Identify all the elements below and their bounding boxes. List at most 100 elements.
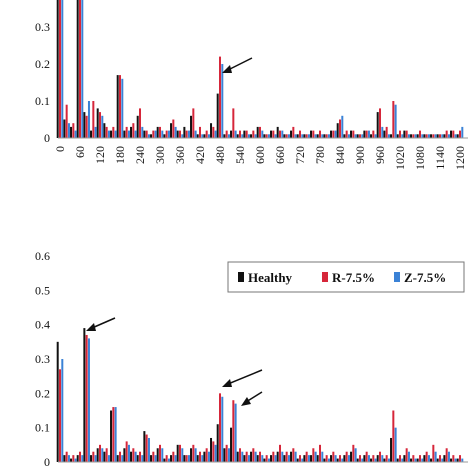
bar xyxy=(194,130,197,138)
bar xyxy=(390,437,393,462)
bar xyxy=(201,134,204,138)
chart-a-y-ticks: 0 0.1 0.2 0.3 xyxy=(35,20,50,145)
bar xyxy=(74,130,77,138)
bar xyxy=(310,130,313,138)
bar xyxy=(430,458,433,462)
bar xyxy=(319,130,321,138)
bar xyxy=(94,126,97,138)
bar xyxy=(436,134,439,138)
bar xyxy=(454,134,457,138)
bar xyxy=(87,338,90,462)
bar xyxy=(156,448,159,462)
bar xyxy=(243,455,246,462)
bar xyxy=(150,455,153,462)
bar xyxy=(330,130,333,138)
bar xyxy=(112,407,115,462)
bar xyxy=(427,134,430,138)
bar xyxy=(56,341,59,462)
bar xyxy=(105,126,108,138)
bar xyxy=(176,444,179,462)
x-tick-label: 660 xyxy=(273,146,287,164)
bar xyxy=(396,134,399,138)
bar xyxy=(325,455,328,462)
bar xyxy=(205,130,208,138)
bar xyxy=(416,134,419,138)
bar xyxy=(445,130,448,138)
chart-b-y-ticks: 0 0.1 0.2 0.3 0.4 0.5 0.6 xyxy=(35,249,50,469)
legend-swatch xyxy=(238,272,244,282)
bar xyxy=(385,455,388,462)
chart-a-x-ticks: 0 60 120 180 240 300 360 420 480 540 600 660 720 780 8… xyxy=(53,146,467,170)
bar xyxy=(452,455,455,462)
bar xyxy=(410,134,413,138)
bar xyxy=(167,458,170,462)
bar xyxy=(414,134,417,138)
bar xyxy=(56,0,59,138)
bar xyxy=(259,451,261,462)
bar xyxy=(127,130,130,138)
bar xyxy=(225,444,228,462)
bar xyxy=(332,451,335,462)
bar xyxy=(261,130,264,138)
bar xyxy=(445,448,448,462)
bar xyxy=(203,451,206,462)
bar xyxy=(374,458,377,462)
x-tick-label: 300 xyxy=(153,146,167,164)
bar xyxy=(119,451,121,462)
bar xyxy=(356,134,359,138)
bar xyxy=(345,451,348,462)
bar xyxy=(243,130,246,138)
y-tick-label: 0 xyxy=(44,131,50,145)
bar xyxy=(421,134,424,138)
bar xyxy=(223,448,226,462)
bar xyxy=(450,130,453,138)
y-tick-label: 0.3 xyxy=(35,20,50,34)
bar xyxy=(245,451,248,462)
bar xyxy=(236,134,239,138)
bar xyxy=(356,458,359,462)
bar xyxy=(387,134,390,138)
bar xyxy=(199,451,201,462)
bar xyxy=(385,126,388,138)
bar xyxy=(376,112,379,138)
bar xyxy=(112,126,115,138)
bar xyxy=(347,134,350,138)
bar xyxy=(247,455,250,462)
bar xyxy=(294,134,297,138)
bar xyxy=(181,448,184,462)
bar xyxy=(259,126,261,138)
bar xyxy=(452,130,455,138)
bar xyxy=(434,451,437,462)
bar xyxy=(383,130,386,138)
bar xyxy=(285,451,288,462)
bar xyxy=(352,444,355,462)
bar xyxy=(194,448,197,462)
bar xyxy=(92,451,95,462)
bar xyxy=(261,455,264,462)
bar xyxy=(245,130,248,138)
bar xyxy=(152,451,155,462)
bar xyxy=(401,134,404,138)
bar xyxy=(414,458,417,462)
bar xyxy=(152,130,155,138)
bar xyxy=(461,126,464,138)
bar xyxy=(121,78,124,138)
bar xyxy=(96,108,99,138)
bar xyxy=(65,451,68,462)
bar xyxy=(367,455,370,462)
bar xyxy=(459,455,461,462)
bar xyxy=(81,455,84,462)
bar xyxy=(325,134,328,138)
bar xyxy=(145,434,148,462)
bar xyxy=(263,458,266,462)
bar xyxy=(65,104,68,138)
bar xyxy=(343,455,346,462)
y-tick-label: 0.3 xyxy=(35,352,50,366)
bar xyxy=(99,112,101,138)
bar xyxy=(134,451,137,462)
bar xyxy=(256,126,259,138)
x-tick-label: 1140 xyxy=(433,146,447,170)
bar xyxy=(110,130,113,138)
bar xyxy=(90,455,93,462)
bar xyxy=(399,130,401,138)
